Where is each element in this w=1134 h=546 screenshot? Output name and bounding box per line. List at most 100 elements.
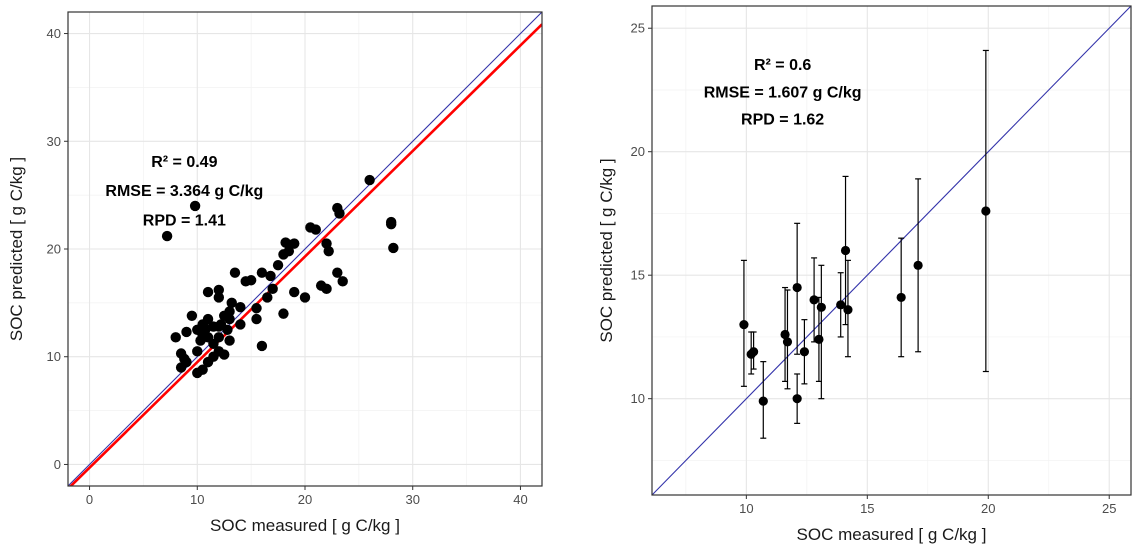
data-point xyxy=(816,302,826,312)
data-point xyxy=(265,270,276,282)
data-point xyxy=(235,319,246,330)
y-axis-title: SOC predicted [ g C/kg ] xyxy=(597,158,616,342)
data-point xyxy=(749,347,759,357)
data-point xyxy=(222,324,233,335)
ticks-left: 0 10 20 30 40 0 10 20 30 40 xyxy=(47,26,528,507)
data-point xyxy=(337,276,348,287)
data-point xyxy=(289,238,300,249)
x-tick-label: 10 xyxy=(190,492,204,507)
data-point xyxy=(213,321,225,332)
data-point xyxy=(195,335,206,346)
lines-left xyxy=(68,12,542,486)
data-point xyxy=(283,245,295,257)
data-point xyxy=(758,396,768,406)
data-point xyxy=(226,297,237,309)
data-point xyxy=(267,283,278,295)
x-tick-label: 15 xyxy=(860,501,874,516)
data-point xyxy=(364,174,375,186)
data-point xyxy=(809,295,819,305)
data-point xyxy=(179,353,190,365)
data-point xyxy=(305,222,316,233)
data-point xyxy=(224,313,235,325)
ticks-right: 10 15 20 25 10 15 20 25 xyxy=(631,21,1117,516)
rpd-label: RPD = 1.41 xyxy=(143,212,226,229)
data-point xyxy=(981,206,991,216)
data-point xyxy=(200,323,212,334)
y-tick-label: 20 xyxy=(631,144,645,159)
x-axis-title: SOC measured [ g C/kg ] xyxy=(797,525,987,544)
y-tick-label: 15 xyxy=(631,268,645,283)
y-tick-label: 30 xyxy=(47,134,61,149)
data-point xyxy=(739,319,749,330)
annotations-left: R² = 0.49 RMSE = 3.364 g C/kg RPD = 1.41 xyxy=(105,154,263,229)
data-point xyxy=(792,394,802,404)
x-axis-title: SOC measured [ g C/kg ] xyxy=(210,516,400,535)
data-point xyxy=(782,337,793,347)
data-point xyxy=(913,260,923,270)
data-point xyxy=(197,364,208,375)
y-tick-label: 10 xyxy=(631,391,645,406)
regression-line xyxy=(69,23,542,486)
data-point xyxy=(262,292,273,303)
chart-left: R² = 0.49 RMSE = 3.364 g C/kg RPD = 1.41… xyxy=(7,11,543,535)
data-point xyxy=(272,259,284,271)
x-tick-label: 40 xyxy=(513,492,527,507)
data-point xyxy=(315,280,327,291)
data-point xyxy=(256,267,268,278)
data-point xyxy=(289,286,300,298)
data-point xyxy=(332,267,343,278)
x-tick-label: 20 xyxy=(298,492,312,507)
data-point xyxy=(334,208,345,219)
data-point xyxy=(385,216,397,228)
annotations-right: R² = 0.6 RMSE = 1.607 g C/kg RPD = 1.62 xyxy=(704,57,862,128)
data-point xyxy=(235,301,246,313)
data-point xyxy=(170,332,181,343)
data-point xyxy=(814,334,824,345)
grid-right xyxy=(652,6,1131,495)
data-point xyxy=(799,347,810,357)
x-tick-label: 10 xyxy=(739,501,753,516)
data-point xyxy=(896,292,906,303)
data-point xyxy=(202,286,214,298)
grid-left xyxy=(68,12,542,486)
r2-label: R² = 0.49 xyxy=(151,154,217,171)
data-point xyxy=(251,313,262,325)
data-point xyxy=(175,362,187,373)
data-point xyxy=(792,282,802,293)
data-point xyxy=(224,335,235,346)
data-point xyxy=(189,200,201,212)
data-point xyxy=(278,308,289,319)
y-tick-label: 0 xyxy=(54,457,61,472)
y-axis-title: SOC predicted [ g C/kg ] xyxy=(7,157,26,341)
points-right xyxy=(739,49,991,439)
data-point xyxy=(181,326,192,338)
data-point xyxy=(240,276,251,287)
data-point xyxy=(256,340,268,352)
y-tick-label: 40 xyxy=(47,26,61,41)
x-tick-label: 0 xyxy=(86,492,93,507)
data-point xyxy=(840,245,851,256)
r2-label: R² = 0.6 xyxy=(754,57,811,74)
y-tick-label: 25 xyxy=(631,21,645,36)
data-point xyxy=(186,310,198,321)
panel-border-right xyxy=(651,5,1132,496)
data-point xyxy=(161,230,173,242)
data-point xyxy=(388,242,399,254)
x-tick-label: 30 xyxy=(405,492,419,507)
points-left xyxy=(161,174,399,379)
data-point xyxy=(323,245,334,257)
data-point xyxy=(219,349,230,360)
data-point xyxy=(836,300,846,310)
data-point xyxy=(192,346,203,357)
data-point xyxy=(229,267,241,278)
data-point xyxy=(843,305,853,315)
data-point xyxy=(213,284,225,296)
data-point xyxy=(251,303,262,314)
rmse-label: RMSE = 3.364 g C/kg xyxy=(105,183,263,200)
y-tick-label: 20 xyxy=(47,242,61,257)
data-point xyxy=(299,292,311,303)
data-point xyxy=(213,292,225,303)
one-to-one-line xyxy=(68,12,542,486)
lines-right xyxy=(652,6,1131,495)
rmse-label: RMSE = 1.607 g C/kg xyxy=(704,84,862,101)
